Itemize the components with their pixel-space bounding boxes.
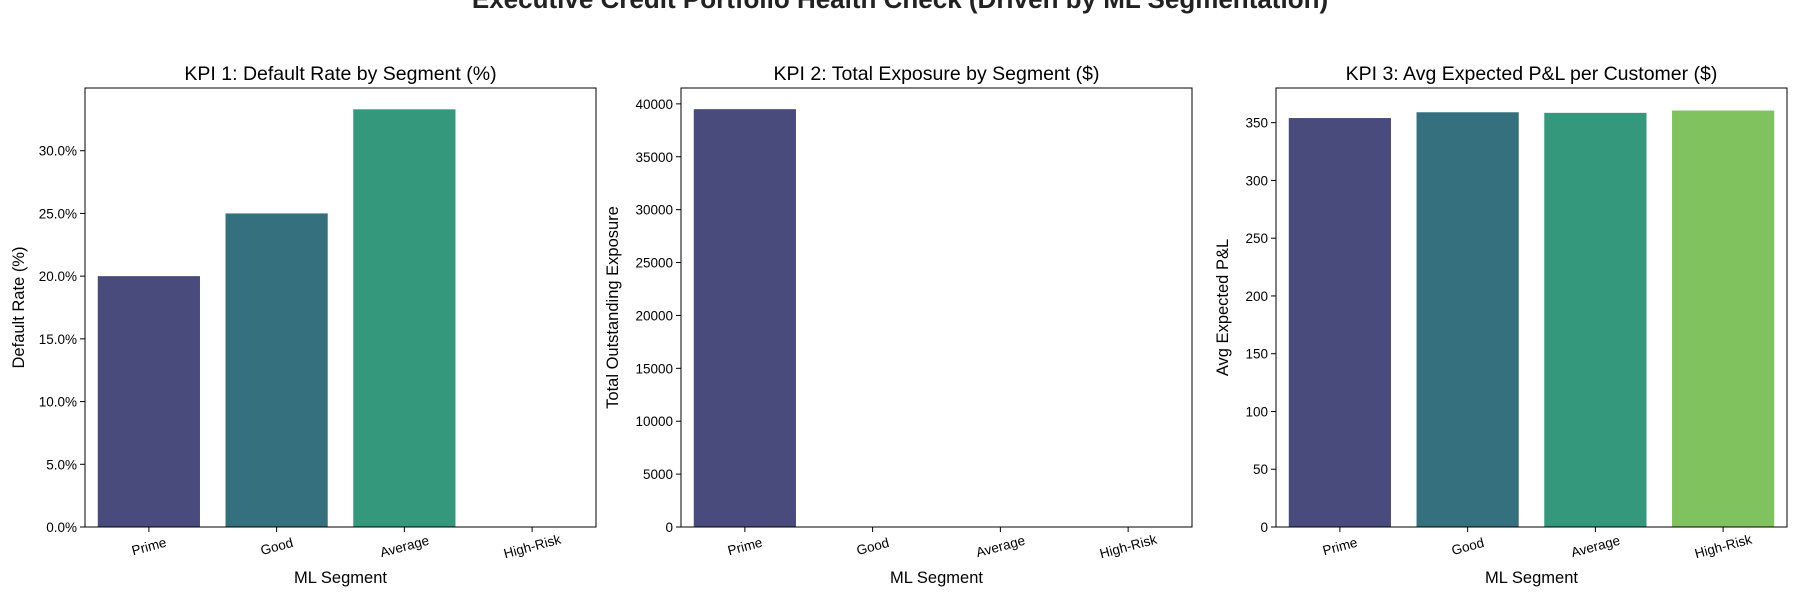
kpi3-ytick-label: 50: [1253, 462, 1268, 477]
kpi1-ytick-label: 20.0%: [39, 269, 77, 284]
kpi2-ytick-label: 30000: [635, 203, 673, 218]
kpi2-ytick-label: 20000: [635, 308, 673, 323]
kpi2-ytick-label: 25000: [635, 256, 673, 271]
kpi2-ytick-label: 0: [665, 520, 673, 535]
kpi1-bar-average: [353, 109, 456, 527]
kpi1-axes-frame: [84, 87, 597, 528]
kpi1-xtick-label: Average: [378, 533, 430, 560]
kpi1-ytick-label: 5.0%: [46, 457, 77, 472]
kpi3-ytick-label: 200: [1245, 289, 1268, 304]
kpi3-xtick-label: Prime: [1321, 535, 1359, 559]
kpi3-bar-prime: [1288, 118, 1391, 527]
kpi3-ytick-label: 250: [1245, 231, 1268, 246]
kpi2-ytick-label: 35000: [635, 150, 673, 165]
kpi2-axes-frame: [680, 87, 1193, 528]
kpi1-ytick-label: 0.0%: [46, 520, 77, 535]
kpi1-xtick-label: Prime: [130, 535, 168, 559]
figure-title: Executive Credit Portfolio Health Check …: [0, 0, 1800, 15]
kpi2-xtick-label: Average: [974, 533, 1026, 560]
kpi1-ytick-label: 10.0%: [39, 395, 77, 410]
kpi1-bar-good: [225, 213, 328, 527]
kpi3-ytick-label: 100: [1245, 404, 1268, 419]
kpi2-panel: KPI 2: Total Exposure by Segment ($) ML …: [604, 63, 1193, 587]
kpi1-bar-prime: [97, 276, 200, 527]
kpi2-ytick-label: 15000: [635, 361, 673, 376]
kpi3-bar-high-risk: [1672, 110, 1775, 527]
kpi3-xlabel: ML Segment: [1485, 569, 1578, 587]
kpi1-xtick-label: Good: [259, 535, 295, 558]
kpi2-title: KPI 2: Total Exposure by Segment ($): [774, 63, 1100, 85]
kpi2-ytick-label: 10000: [635, 414, 673, 429]
kpi3-ytick-label: 300: [1245, 173, 1268, 188]
kpi3-axes-frame: [1275, 87, 1788, 528]
kpi2-xtick-label: Prime: [726, 535, 764, 559]
kpi1-xtick-label: High-Risk: [502, 532, 563, 562]
kpi3-ytick-label: 350: [1245, 116, 1268, 131]
kpi3-ylabel: Avg Expected P&L: [1214, 239, 1232, 376]
kpi3-xtick-label: Average: [1569, 533, 1621, 560]
kpi1-ytick-label: 15.0%: [39, 332, 77, 347]
kpi3-ytick-label: 0: [1260, 520, 1268, 535]
kpi1-panel: KPI 1: Default Rate by Segment (%) ML Se…: [10, 63, 597, 587]
kpi1-ytick-label: 30.0%: [39, 144, 77, 159]
kpi3-panel: KPI 3: Avg Expected P&L per Customer ($)…: [1214, 63, 1788, 587]
kpi2-xtick-label: Good: [855, 535, 891, 558]
kpi3-bar-average: [1544, 112, 1647, 527]
kpi2-bar-prime: [693, 109, 796, 527]
kpi1-ylabel: Default Rate (%): [10, 247, 28, 369]
kpi2-ytick-label: 5000: [643, 467, 673, 482]
kpi2-xlabel: ML Segment: [890, 569, 983, 587]
kpi1-ytick-label: 25.0%: [39, 206, 77, 221]
kpi1-xlabel: ML Segment: [294, 569, 387, 587]
kpi3-xtick-label: High-Risk: [1693, 532, 1754, 562]
kpi3-ytick-label: 150: [1245, 347, 1268, 362]
kpi3-title: KPI 3: Avg Expected P&L per Customer ($): [1346, 63, 1718, 85]
kpi2-ytick-label: 40000: [635, 97, 673, 112]
kpi2-xtick-label: High-Risk: [1098, 532, 1159, 562]
kpi3-bar-good: [1416, 112, 1519, 527]
kpi2-ylabel: Total Outstanding Exposure: [604, 206, 622, 409]
kpi1-title: KPI 1: Default Rate by Segment (%): [184, 63, 496, 85]
kpi3-xtick-label: Good: [1450, 535, 1486, 558]
